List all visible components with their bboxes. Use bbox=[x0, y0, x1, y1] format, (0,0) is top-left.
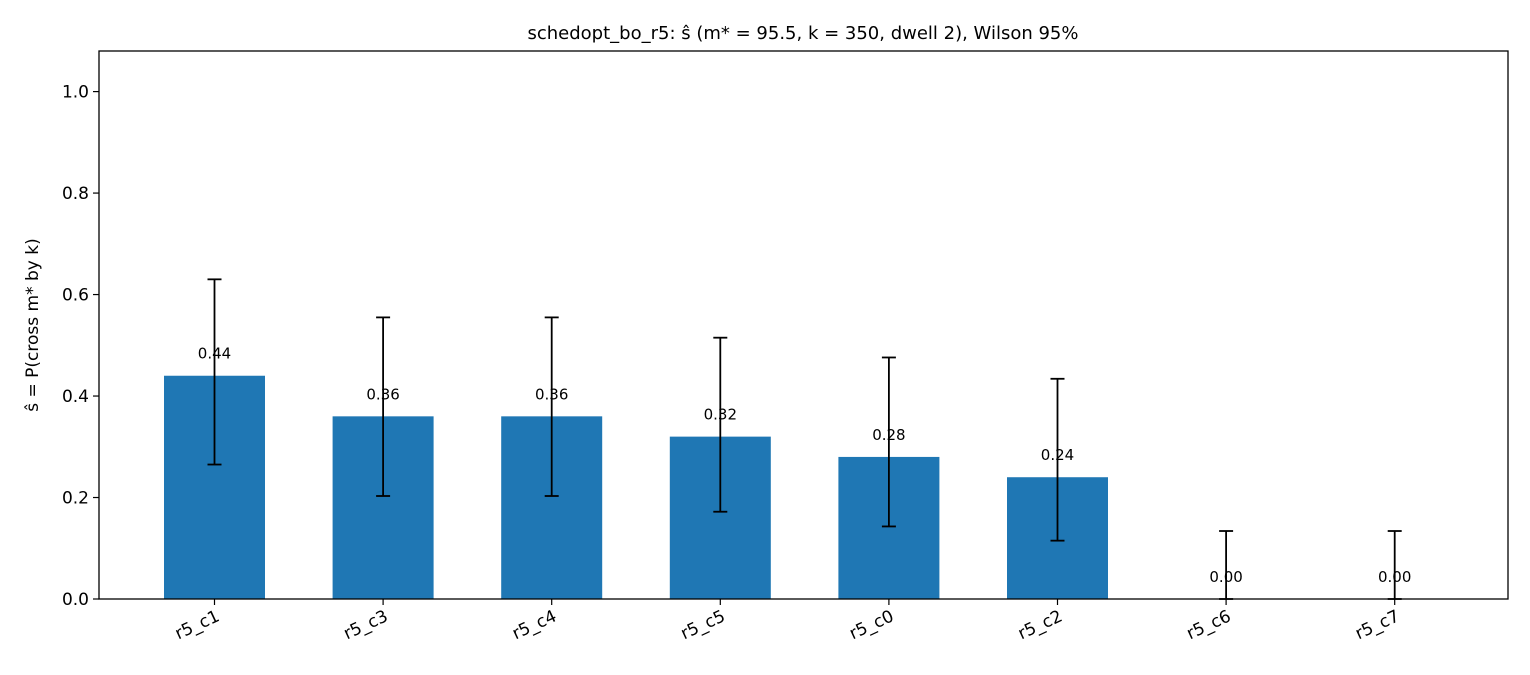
chart-title: schedopt_bo_r5: ŝ (m* = 95.5, k = 350, d… bbox=[527, 23, 1078, 44]
data-label-r5_c1: 0.44 bbox=[198, 345, 231, 363]
data-label-r5_c2: 0.24 bbox=[1041, 446, 1074, 464]
x-axis: r5_c1 r5_c3 r5_c4 r5_c5 r5_c0 r5_c2 r5_c6 r5_c7 bbox=[172, 599, 1403, 644]
x-tick-label-r5_c7: r5_c7 bbox=[1352, 606, 1403, 644]
data-label-r5_c7: 0.00 bbox=[1378, 568, 1411, 586]
x-tick-label-r5_c1: r5_c1 bbox=[172, 606, 223, 644]
y-tick-label-0.8: 0.8 bbox=[62, 184, 89, 204]
plot-frame bbox=[98, 50, 1509, 600]
y-tick-label-0.2: 0.2 bbox=[62, 489, 89, 509]
data-label-r5_c3: 0.36 bbox=[366, 385, 399, 403]
x-tick-label-r5_c6: r5_c6 bbox=[1184, 606, 1235, 644]
y-tick-label-0.0: 0.0 bbox=[62, 590, 89, 610]
y-axis-label: ŝ = P(cross m* by k) bbox=[23, 238, 43, 411]
data-label-r5_c4: 0.36 bbox=[535, 385, 568, 403]
data-labels-group: 0.44 0.36 0.36 0.32 0.28 0.24 0.00 0.00 bbox=[198, 345, 1412, 586]
x-tick-label-r5_c3: r5_c3 bbox=[341, 606, 392, 644]
y-tick-label-1.0: 1.0 bbox=[62, 83, 89, 103]
x-tick-label-r5_c0: r5_c0 bbox=[846, 606, 897, 644]
y-axis: 0.0 0.2 0.4 0.6 0.8 1.0 bbox=[62, 83, 99, 610]
x-tick-label-r5_c4: r5_c4 bbox=[509, 606, 560, 644]
bars-group bbox=[164, 375, 1108, 599]
y-tick-label-0.4: 0.4 bbox=[62, 387, 89, 407]
data-label-r5_c0: 0.28 bbox=[872, 426, 905, 444]
x-tick-label-r5_c2: r5_c2 bbox=[1015, 606, 1066, 644]
data-label-r5_c6: 0.00 bbox=[1209, 568, 1242, 586]
x-tick-label-r5_c5: r5_c5 bbox=[678, 606, 729, 644]
y-tick-label-0.6: 0.6 bbox=[62, 286, 89, 306]
data-label-r5_c5: 0.32 bbox=[704, 406, 737, 424]
